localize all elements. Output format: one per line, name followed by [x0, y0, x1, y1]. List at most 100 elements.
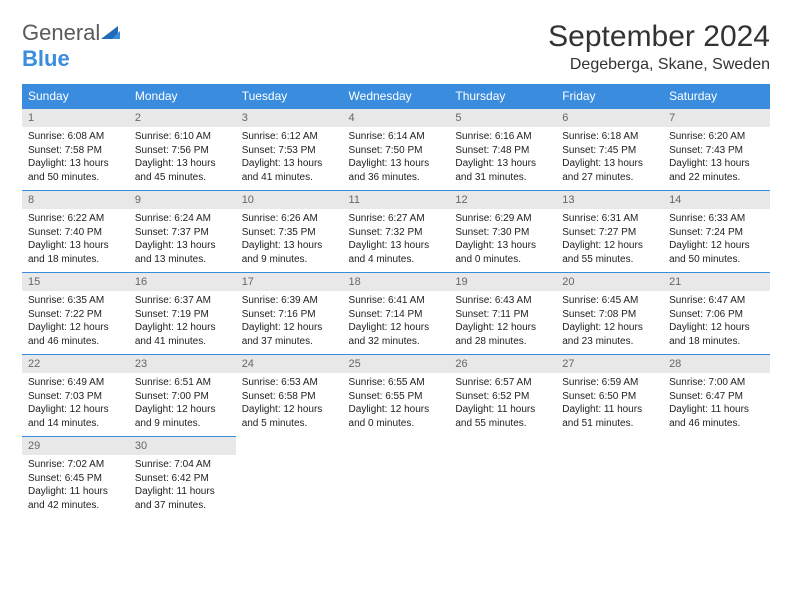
weekday-header: Thursday [449, 84, 556, 109]
day-number: 3 [236, 109, 343, 127]
calendar-day-cell: 29Sunrise: 7:02 AMSunset: 6:45 PMDayligh… [22, 437, 129, 519]
weekday-header: Saturday [663, 84, 770, 109]
day-number: 28 [663, 355, 770, 373]
day-details: Sunrise: 6:16 AMSunset: 7:48 PMDaylight:… [449, 127, 556, 190]
calendar-day-cell: 3Sunrise: 6:12 AMSunset: 7:53 PMDaylight… [236, 109, 343, 191]
day-details: Sunrise: 6:18 AMSunset: 7:45 PMDaylight:… [556, 127, 663, 190]
day-number: 29 [22, 437, 129, 455]
day-number: 1 [22, 109, 129, 127]
calendar-table: Sunday Monday Tuesday Wednesday Thursday… [22, 84, 770, 518]
day-number: 15 [22, 273, 129, 291]
day-details: Sunrise: 6:53 AMSunset: 6:58 PMDaylight:… [236, 373, 343, 436]
day-details: Sunrise: 6:10 AMSunset: 7:56 PMDaylight:… [129, 127, 236, 190]
day-details: Sunrise: 7:02 AMSunset: 6:45 PMDaylight:… [22, 455, 129, 518]
day-number: 2 [129, 109, 236, 127]
day-number: 10 [236, 191, 343, 209]
day-details: Sunrise: 6:59 AMSunset: 6:50 PMDaylight:… [556, 373, 663, 436]
header: General Blue September 2024 Degeberga, S… [22, 20, 770, 74]
day-number: 17 [236, 273, 343, 291]
day-number: 4 [343, 109, 450, 127]
day-number: 24 [236, 355, 343, 373]
weekday-header: Tuesday [236, 84, 343, 109]
location-text: Degeberga, Skane, Sweden [548, 56, 770, 74]
day-number: 26 [449, 355, 556, 373]
calendar-day-cell: .. [556, 437, 663, 519]
weekday-header: Sunday [22, 84, 129, 109]
day-number: 14 [663, 191, 770, 209]
calendar-day-cell: 17Sunrise: 6:39 AMSunset: 7:16 PMDayligh… [236, 273, 343, 355]
calendar-day-cell: 10Sunrise: 6:26 AMSunset: 7:35 PMDayligh… [236, 191, 343, 273]
day-number: 8 [22, 191, 129, 209]
day-details: Sunrise: 6:37 AMSunset: 7:19 PMDaylight:… [129, 291, 236, 354]
day-details: Sunrise: 6:31 AMSunset: 7:27 PMDaylight:… [556, 209, 663, 272]
day-details: Sunrise: 6:51 AMSunset: 7:00 PMDaylight:… [129, 373, 236, 436]
day-details: Sunrise: 6:29 AMSunset: 7:30 PMDaylight:… [449, 209, 556, 272]
day-number: 18 [343, 273, 450, 291]
day-number: 9 [129, 191, 236, 209]
day-details: Sunrise: 6:20 AMSunset: 7:43 PMDaylight:… [663, 127, 770, 190]
calendar-day-cell: 2Sunrise: 6:10 AMSunset: 7:56 PMDaylight… [129, 109, 236, 191]
day-details: Sunrise: 6:41 AMSunset: 7:14 PMDaylight:… [343, 291, 450, 354]
calendar-week-row: 15Sunrise: 6:35 AMSunset: 7:22 PMDayligh… [22, 273, 770, 355]
calendar-week-row: 29Sunrise: 7:02 AMSunset: 6:45 PMDayligh… [22, 437, 770, 519]
calendar-week-row: 1Sunrise: 6:08 AMSunset: 7:58 PMDaylight… [22, 109, 770, 191]
day-details: Sunrise: 6:24 AMSunset: 7:37 PMDaylight:… [129, 209, 236, 272]
day-details: Sunrise: 6:49 AMSunset: 7:03 PMDaylight:… [22, 373, 129, 436]
calendar-day-cell: 25Sunrise: 6:55 AMSunset: 6:55 PMDayligh… [343, 355, 450, 437]
logo-word2: Blue [22, 46, 70, 71]
day-details: Sunrise: 7:00 AMSunset: 6:47 PMDaylight:… [663, 373, 770, 436]
day-details: Sunrise: 6:45 AMSunset: 7:08 PMDaylight:… [556, 291, 663, 354]
day-details: Sunrise: 6:08 AMSunset: 7:58 PMDaylight:… [22, 127, 129, 190]
triangle-icon [100, 20, 122, 36]
calendar-day-cell: 15Sunrise: 6:35 AMSunset: 7:22 PMDayligh… [22, 273, 129, 355]
day-details: Sunrise: 6:22 AMSunset: 7:40 PMDaylight:… [22, 209, 129, 272]
day-number: 27 [556, 355, 663, 373]
day-number: 13 [556, 191, 663, 209]
calendar-day-cell: 11Sunrise: 6:27 AMSunset: 7:32 PMDayligh… [343, 191, 450, 273]
day-number: 6 [556, 109, 663, 127]
day-details: Sunrise: 6:27 AMSunset: 7:32 PMDaylight:… [343, 209, 450, 272]
calendar-day-cell: 23Sunrise: 6:51 AMSunset: 7:00 PMDayligh… [129, 355, 236, 437]
day-number: 16 [129, 273, 236, 291]
day-number: 22 [22, 355, 129, 373]
weekday-header: Wednesday [343, 84, 450, 109]
day-number: 21 [663, 273, 770, 291]
calendar-day-cell: 24Sunrise: 6:53 AMSunset: 6:58 PMDayligh… [236, 355, 343, 437]
day-number: 25 [343, 355, 450, 373]
day-details: Sunrise: 6:57 AMSunset: 6:52 PMDaylight:… [449, 373, 556, 436]
calendar-day-cell: 7Sunrise: 6:20 AMSunset: 7:43 PMDaylight… [663, 109, 770, 191]
day-number: 7 [663, 109, 770, 127]
calendar-day-cell: 16Sunrise: 6:37 AMSunset: 7:19 PMDayligh… [129, 273, 236, 355]
day-details: Sunrise: 6:12 AMSunset: 7:53 PMDaylight:… [236, 127, 343, 190]
calendar-day-cell: 13Sunrise: 6:31 AMSunset: 7:27 PMDayligh… [556, 191, 663, 273]
calendar-day-cell: 19Sunrise: 6:43 AMSunset: 7:11 PMDayligh… [449, 273, 556, 355]
day-details: Sunrise: 6:39 AMSunset: 7:16 PMDaylight:… [236, 291, 343, 354]
day-details: Sunrise: 6:43 AMSunset: 7:11 PMDaylight:… [449, 291, 556, 354]
day-number: 20 [556, 273, 663, 291]
logo-text: General Blue [22, 20, 122, 72]
calendar-day-cell: 20Sunrise: 6:45 AMSunset: 7:08 PMDayligh… [556, 273, 663, 355]
calendar-day-cell: 21Sunrise: 6:47 AMSunset: 7:06 PMDayligh… [663, 273, 770, 355]
weekday-header: Monday [129, 84, 236, 109]
page-title: September 2024 [548, 20, 770, 54]
calendar-day-cell: 6Sunrise: 6:18 AMSunset: 7:45 PMDaylight… [556, 109, 663, 191]
calendar-day-cell: 1Sunrise: 6:08 AMSunset: 7:58 PMDaylight… [22, 109, 129, 191]
calendar-day-cell: .. [663, 437, 770, 519]
calendar-day-cell: 4Sunrise: 6:14 AMSunset: 7:50 PMDaylight… [343, 109, 450, 191]
day-number: 5 [449, 109, 556, 127]
calendar-day-cell: 26Sunrise: 6:57 AMSunset: 6:52 PMDayligh… [449, 355, 556, 437]
day-details: Sunrise: 6:35 AMSunset: 7:22 PMDaylight:… [22, 291, 129, 354]
day-details: Sunrise: 6:33 AMSunset: 7:24 PMDaylight:… [663, 209, 770, 272]
calendar-week-row: 8Sunrise: 6:22 AMSunset: 7:40 PMDaylight… [22, 191, 770, 273]
calendar-day-cell: 5Sunrise: 6:16 AMSunset: 7:48 PMDaylight… [449, 109, 556, 191]
day-details: Sunrise: 6:55 AMSunset: 6:55 PMDaylight:… [343, 373, 450, 436]
logo: General Blue [22, 20, 122, 72]
day-details: Sunrise: 6:14 AMSunset: 7:50 PMDaylight:… [343, 127, 450, 190]
day-details: Sunrise: 7:04 AMSunset: 6:42 PMDaylight:… [129, 455, 236, 518]
calendar-day-cell: 30Sunrise: 7:04 AMSunset: 6:42 PMDayligh… [129, 437, 236, 519]
calendar-week-row: 22Sunrise: 6:49 AMSunset: 7:03 PMDayligh… [22, 355, 770, 437]
title-block: September 2024 Degeberga, Skane, Sweden [548, 20, 770, 74]
calendar-day-cell: 14Sunrise: 6:33 AMSunset: 7:24 PMDayligh… [663, 191, 770, 273]
day-number: 11 [343, 191, 450, 209]
day-details: Sunrise: 6:26 AMSunset: 7:35 PMDaylight:… [236, 209, 343, 272]
